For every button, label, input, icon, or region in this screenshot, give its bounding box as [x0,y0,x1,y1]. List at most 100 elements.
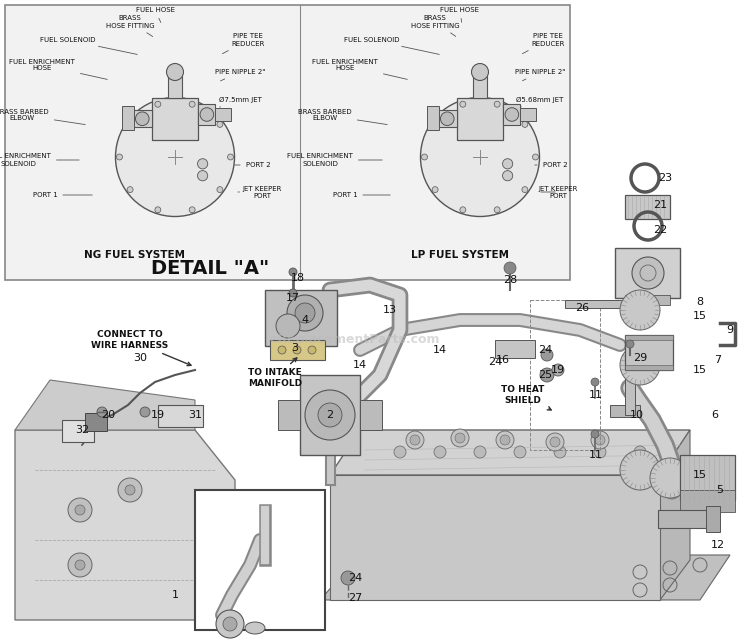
Circle shape [591,430,599,438]
Circle shape [200,107,214,122]
Text: 8: 8 [697,297,703,307]
Circle shape [620,450,660,490]
Text: 15: 15 [693,311,707,321]
Text: 24: 24 [488,357,502,367]
Circle shape [474,446,486,458]
Circle shape [451,429,469,447]
Circle shape [532,154,538,160]
Text: 25: 25 [538,370,552,380]
Text: 11: 11 [589,450,603,460]
Circle shape [136,112,149,125]
Text: 14: 14 [433,345,447,355]
Bar [495,340,535,358]
Bar [215,107,231,122]
Circle shape [276,314,300,338]
Circle shape [554,446,566,458]
Bar [473,77,487,98]
Bar [5,5,570,280]
Text: 10: 10 [630,410,644,420]
Circle shape [97,407,107,417]
Circle shape [514,446,526,458]
Text: 20: 20 [101,410,115,420]
Circle shape [127,186,133,193]
Circle shape [223,617,237,631]
Circle shape [289,268,297,276]
Circle shape [522,186,528,193]
Circle shape [68,498,92,522]
Circle shape [620,290,660,330]
Circle shape [503,170,513,181]
Text: PIPE TEE
REDUCER: PIPE TEE REDUCER [223,33,265,53]
Text: BRASS BARBED
ELBOW: BRASS BARBED ELBOW [298,109,387,125]
Circle shape [406,431,424,449]
Text: JET KEEPER
PORT: JET KEEPER PORT [538,185,578,199]
Circle shape [154,207,160,213]
Bar [680,490,735,512]
Text: PORT 1: PORT 1 [33,192,92,198]
Circle shape [632,257,664,289]
Circle shape [505,107,519,122]
Circle shape [494,207,500,213]
Text: 30: 30 [133,353,147,363]
Text: FUEL ENRICHMENT
SOLENOID: FUEL ENRICHMENT SOLENOID [287,154,382,167]
Circle shape [305,390,355,440]
Circle shape [166,64,184,80]
Circle shape [278,346,286,354]
Circle shape [118,478,142,502]
Bar [610,405,640,417]
Polygon shape [660,430,690,600]
Text: 23: 23 [658,173,672,183]
Text: JET KEEPER
PORT: JET KEEPER PORT [238,185,282,199]
Text: 21: 21 [653,200,667,210]
Text: 27: 27 [348,593,362,603]
Text: 15: 15 [693,470,707,480]
Text: Ø7.5mm JET: Ø7.5mm JET [218,97,262,107]
Text: TO HEAT
SHIELD: TO HEAT SHIELD [501,385,551,410]
Bar [503,104,520,125]
Circle shape [189,101,195,107]
Circle shape [434,446,446,458]
Bar [198,104,215,125]
Circle shape [494,101,500,107]
Bar [300,375,360,455]
Text: PIPE NIPPLE 2": PIPE NIPPLE 2" [514,69,566,81]
Bar [615,248,680,298]
Circle shape [116,98,235,217]
Text: 4: 4 [302,315,308,325]
Bar [457,98,503,140]
Circle shape [591,431,609,449]
Text: eReplacementParts.com: eReplacementParts.com [270,334,440,347]
Circle shape [116,154,122,160]
Text: 24: 24 [538,345,552,355]
Circle shape [546,433,564,451]
Circle shape [504,262,516,274]
Text: 3: 3 [292,343,298,353]
Circle shape [127,122,133,127]
Circle shape [216,610,244,638]
Circle shape [620,345,660,385]
Circle shape [634,446,646,458]
Bar [270,340,325,360]
Bar [625,365,673,370]
Text: PORT 2: PORT 2 [535,162,567,168]
Bar [152,98,198,140]
Bar [625,350,635,415]
Text: FUEL ENRICHMENT
HOSE: FUEL ENRICHMENT HOSE [9,59,107,79]
Circle shape [154,101,160,107]
Bar [520,107,536,122]
Text: 5: 5 [716,485,724,495]
Text: 31: 31 [188,410,202,420]
Circle shape [500,435,510,445]
Text: 1: 1 [172,590,178,600]
Text: 19: 19 [551,365,565,375]
Text: FUEL SOLENOID: FUEL SOLENOID [344,37,439,55]
Text: 13: 13 [383,305,397,315]
Text: FUEL ENRICHMENT
HOSE: FUEL ENRICHMENT HOSE [312,59,407,79]
Text: BRASS BARBED
ELBOW: BRASS BARBED ELBOW [0,109,86,125]
Circle shape [75,560,85,570]
Circle shape [394,446,406,458]
Circle shape [503,159,513,169]
Text: 7: 7 [715,355,722,365]
Bar [658,510,718,528]
Bar [625,335,673,340]
